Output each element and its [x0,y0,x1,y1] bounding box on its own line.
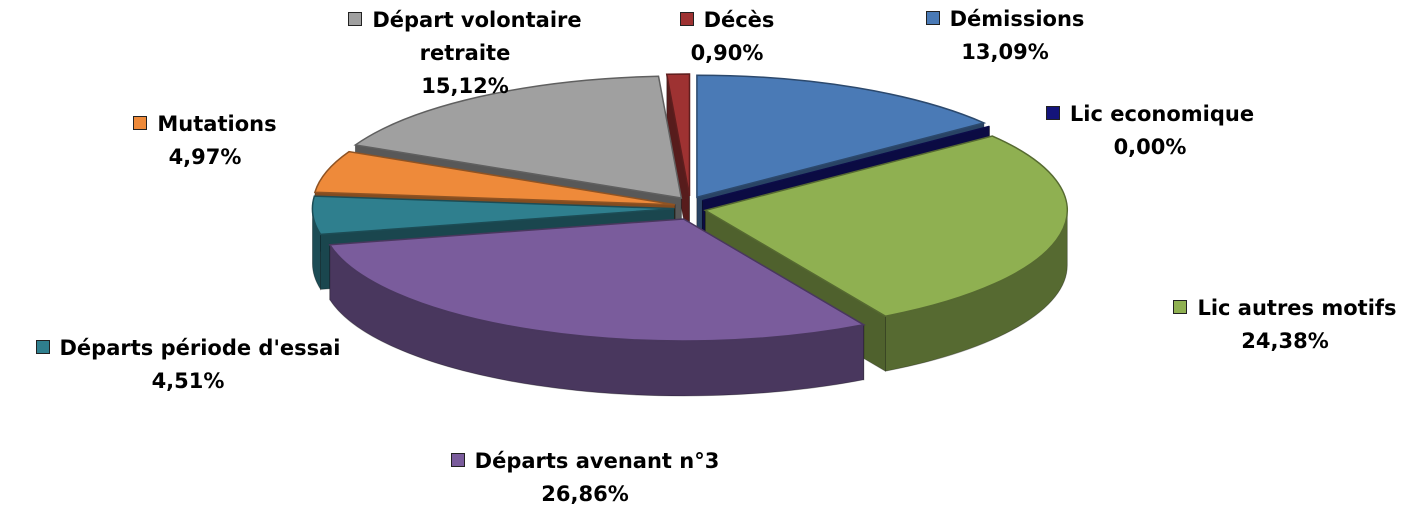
slice [353,75,683,199]
legend-swatch [348,12,363,26]
slice [313,150,676,206]
legend-label: Départ volontaire retraite [372,8,582,65]
value-label: 24,38% [1241,329,1329,353]
legend-label: Mutations [157,112,277,136]
legend-swatch [679,12,694,26]
slice [328,218,866,342]
slice [665,73,691,197]
legend-swatch [133,116,148,130]
value-label: 13,09% [961,40,1049,64]
legend-swatch [35,340,50,354]
legend-entry: Lic economique [950,98,1350,131]
legend-label: Départs période d'essai [59,336,341,360]
data-label: Lic autres motifs 24,38% [1085,292,1404,358]
legend-label: Démissions [949,7,1085,31]
data-label: Départs période d'essai 4,51% [0,332,388,398]
data-label: Décès 0,90% [577,4,877,70]
legend-entry: Démissions [805,3,1205,36]
value-label: 15,12% [421,74,509,98]
slice [311,195,675,236]
data-label: Départs avenant n°3 26,86% [385,445,785,505]
legend-entry: Mutations [5,108,405,141]
legend-swatch [1173,300,1188,314]
legend-entry: Décès [577,4,877,37]
legend-entry: Lic autres motifs [1085,292,1404,325]
slice [703,135,1069,317]
value-label: 26,86% [541,482,629,505]
legend-label: Départs avenant n°3 [474,449,720,473]
legend-entry: Départs avenant n°3 [385,445,785,478]
data-label: Mutations 4,97% [5,108,405,174]
value-label: 0,90% [690,41,764,65]
data-label: Départ volontaire retraite 15,12% [315,4,615,103]
value-label: 4,51% [151,369,225,393]
legend-entry: Départ volontaire retraite [315,4,615,70]
legend-swatch [450,453,465,467]
legend-swatch [925,11,940,25]
legend-entry: Départs période d'essai [0,332,388,365]
data-label: Démissions 13,09% [805,3,1205,69]
legend-swatch [1045,106,1060,120]
legend-label: Lic autres motifs [1197,296,1397,320]
legend-label: Lic economique [1069,102,1255,126]
legend-label: Décès [703,8,775,32]
value-label: 4,97% [168,145,242,169]
data-label: Lic economique 0,00% [950,98,1350,164]
value-label: 0,00% [1113,135,1187,159]
slice [696,74,987,199]
